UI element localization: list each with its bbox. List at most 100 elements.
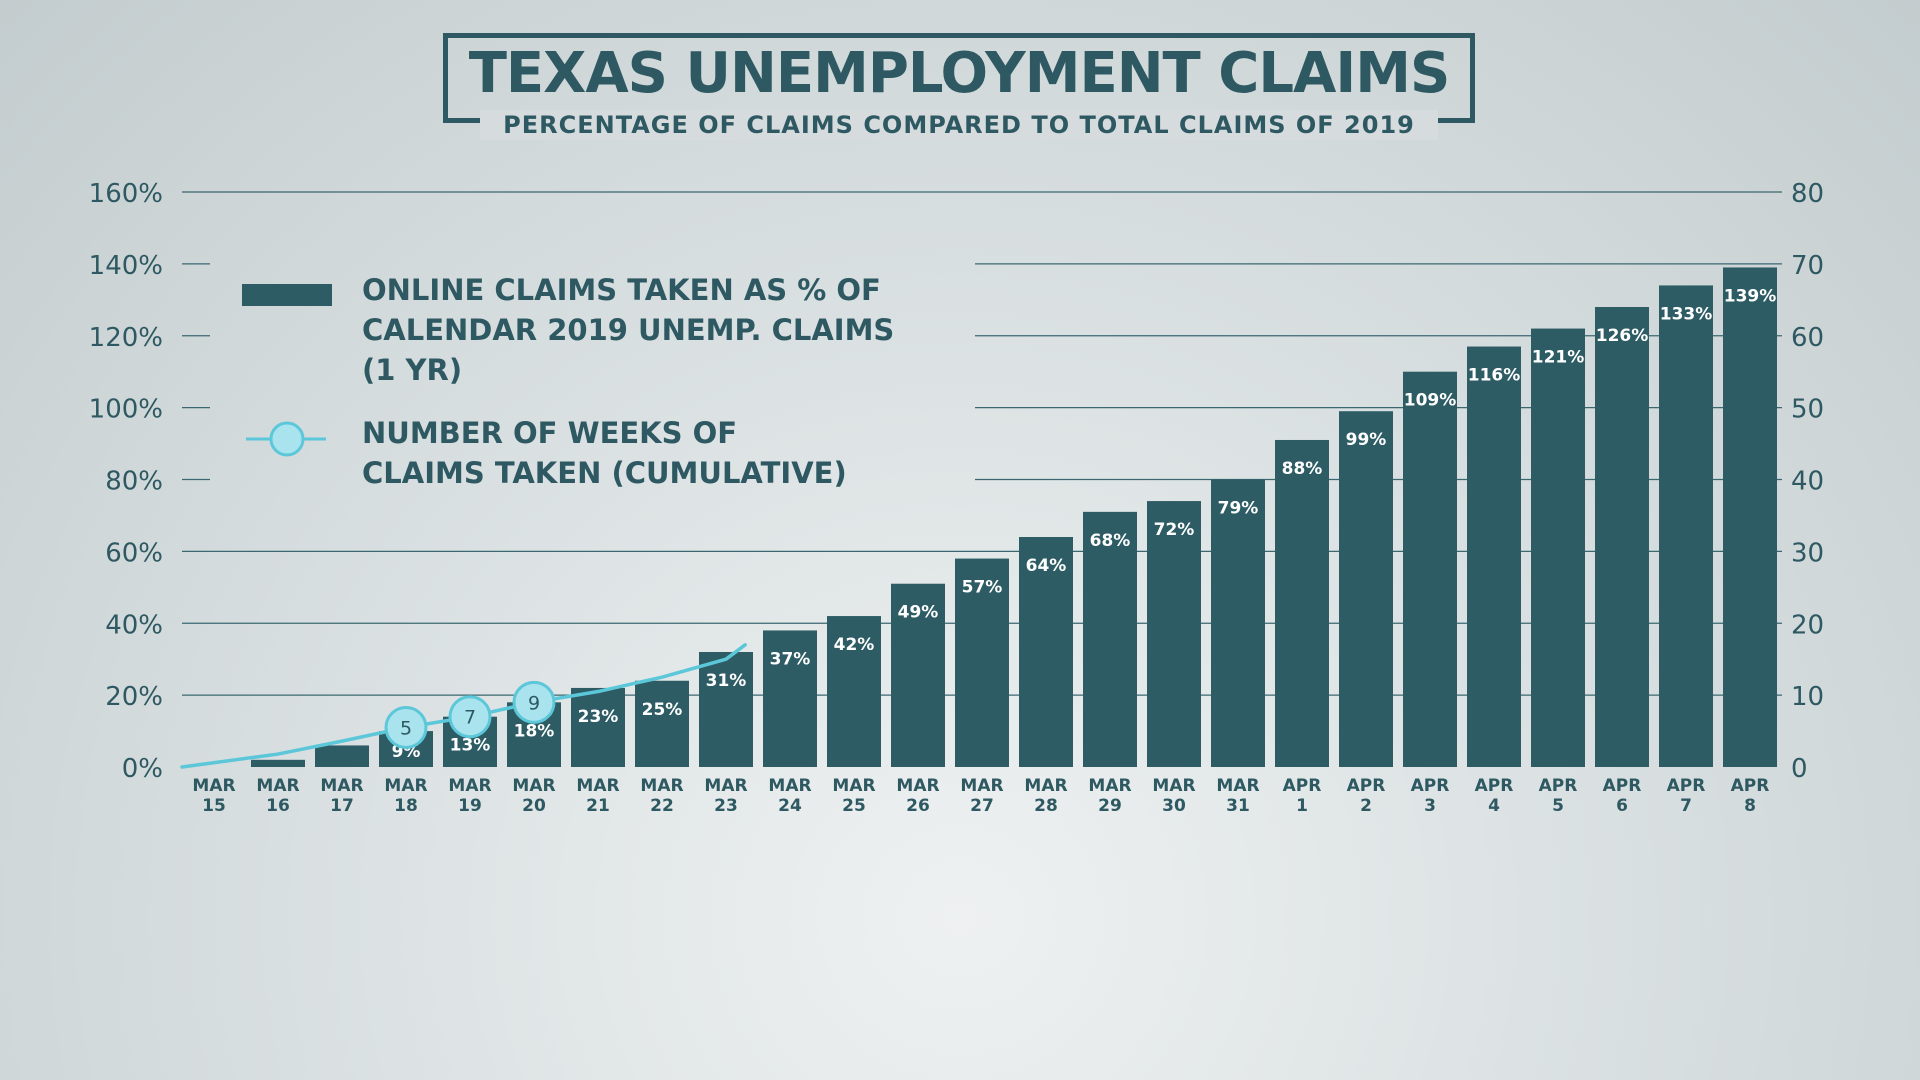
x-tick-label-month: MAR	[512, 776, 555, 796]
line-marker-icon	[269, 421, 305, 457]
bar	[1531, 328, 1585, 767]
bar-value-label: 99%	[1346, 430, 1387, 450]
bar-value-label: 68%	[1090, 531, 1131, 551]
y-left-tick-label: 140%	[89, 251, 163, 281]
chart-title: TEXAS UNEMPLOYMENT CLAIMS	[468, 41, 1451, 106]
y-right-tick-label: 80	[1791, 179, 1824, 209]
bar-data-labels: 9% 13%18%23% 25%31%37%42%49%57%64%68%72%79…	[392, 286, 1777, 762]
x-tick-label-day: 2	[1360, 796, 1372, 816]
x-tick-label-day: 3	[1424, 796, 1436, 816]
bar-value-label: 116%	[1468, 366, 1521, 386]
x-tick-label-day: 27	[970, 796, 994, 816]
bar-value-label: 57%	[962, 578, 1003, 598]
bar-value-label: 37%	[770, 649, 811, 669]
bar	[1211, 479, 1265, 767]
bar-value-label: 25%	[642, 700, 683, 720]
x-tick-label-month: MAR	[448, 776, 491, 796]
y-axis-left: 0% 20% 40% 60% 80% 100% 120% 140% 160%	[89, 179, 163, 784]
bar-swatch-icon	[242, 284, 332, 306]
bar	[1339, 411, 1393, 767]
x-tick-label-month: MAR	[960, 776, 1003, 796]
x-tick-label-day: 22	[650, 796, 674, 816]
bar	[763, 630, 817, 767]
x-tick-label-month: APR	[1731, 776, 1770, 796]
y-left-tick-label: 0%	[122, 754, 163, 784]
legend-line-label: NUMBER OF WEEKS OF CLAIMS TAKEN (CUMULAT…	[362, 416, 847, 490]
bar	[1403, 371, 1457, 767]
chart-subtitle: PERCENTAGE OF CLAIMS COMPARED TO TOTAL C…	[480, 110, 1438, 140]
bar-value-label: 18%	[514, 721, 555, 741]
x-tick-label-day: 26	[906, 796, 930, 816]
bar	[891, 583, 945, 767]
x-tick-label-month: MAR	[320, 776, 363, 796]
bar-value-label: 126%	[1596, 326, 1649, 346]
x-tick-label-day: 20	[522, 796, 546, 816]
line-marker	[448, 695, 492, 739]
x-tick-label-day: 21	[586, 796, 610, 816]
x-tick-label-day: 23	[714, 796, 738, 816]
x-tick-label-month: MAR	[1088, 776, 1131, 796]
x-tick-label-month: APR	[1347, 776, 1386, 796]
bar-value-label: 42%	[834, 635, 875, 655]
x-tick-label-month: MAR	[256, 776, 299, 796]
bar	[955, 558, 1009, 767]
x-tick-label-day: 6	[1616, 796, 1628, 816]
x-tick-label-month: MAR	[384, 776, 427, 796]
y-right-tick-label: 40	[1791, 467, 1824, 497]
line-marker-label: 9	[528, 692, 540, 714]
y-right-tick-label: 30	[1791, 538, 1824, 568]
bar	[1275, 439, 1329, 767]
y-axis-right: 0 10 20 30 40 50 60 70 80	[1791, 179, 1824, 784]
bar-value-label: 79%	[1218, 499, 1259, 519]
y-left-tick-label: 120%	[89, 323, 163, 353]
x-tick-label-month: MAR	[1152, 776, 1195, 796]
y-left-tick-label: 60%	[105, 538, 163, 568]
bar-value-label: 64%	[1026, 556, 1067, 576]
y-right-tick-label: 0	[1791, 754, 1808, 784]
bar	[571, 687, 625, 767]
y-right-tick-label: 50	[1791, 395, 1824, 425]
x-tick-label-day: 7	[1680, 796, 1692, 816]
bar	[1019, 537, 1073, 767]
x-tick-label-month: MAR	[1024, 776, 1067, 796]
x-tick-label-day: 1	[1296, 796, 1308, 816]
x-tick-label-day: 8	[1744, 796, 1756, 816]
x-tick-label-day: 17	[330, 796, 354, 816]
x-tick-label-month: APR	[1283, 776, 1322, 796]
x-tick-label-day: 19	[458, 796, 482, 816]
x-tick-label-month: APR	[1411, 776, 1450, 796]
legend-bars-label: ONLINE CLAIMS TAKEN AS % OF CALENDAR 201…	[362, 273, 895, 387]
x-tick-label-month: MAR	[192, 776, 235, 796]
x-tick-label-day: 16	[266, 796, 290, 816]
line-marker	[384, 705, 428, 749]
x-tick-label-month: APR	[1539, 776, 1578, 796]
x-tick-label-day: 18	[394, 796, 418, 816]
bar-value-label: 88%	[1282, 459, 1323, 479]
x-tick-label-month: APR	[1475, 776, 1514, 796]
bar-series	[251, 267, 1777, 767]
y-right-tick-label: 70	[1791, 251, 1824, 281]
line-series: 5 7 9	[180, 643, 747, 769]
x-tick-label-month: APR	[1603, 776, 1642, 796]
bar	[315, 745, 369, 767]
bar	[635, 680, 689, 767]
x-tick-label-month: MAR	[896, 776, 939, 796]
line-path	[180, 643, 747, 769]
bar-value-label: 13%	[450, 736, 491, 756]
y-left-tick-label: 100%	[89, 395, 163, 425]
bar	[1147, 501, 1201, 767]
x-tick-label-day: 25	[842, 796, 866, 816]
x-tick-label-day: 24	[778, 796, 802, 816]
bar	[1595, 307, 1649, 767]
x-tick-label-day: 31	[1226, 796, 1250, 816]
bar	[1723, 267, 1777, 767]
bar-value-label: 23%	[578, 707, 619, 727]
y-left-tick-label: 160%	[89, 179, 163, 209]
x-tick-label-day: 29	[1098, 796, 1122, 816]
x-tick-label-month: MAR	[704, 776, 747, 796]
bar	[251, 759, 305, 767]
bar	[1083, 511, 1137, 767]
x-tick-label-month: MAR	[1216, 776, 1259, 796]
y-right-tick-label: 10	[1791, 682, 1824, 712]
